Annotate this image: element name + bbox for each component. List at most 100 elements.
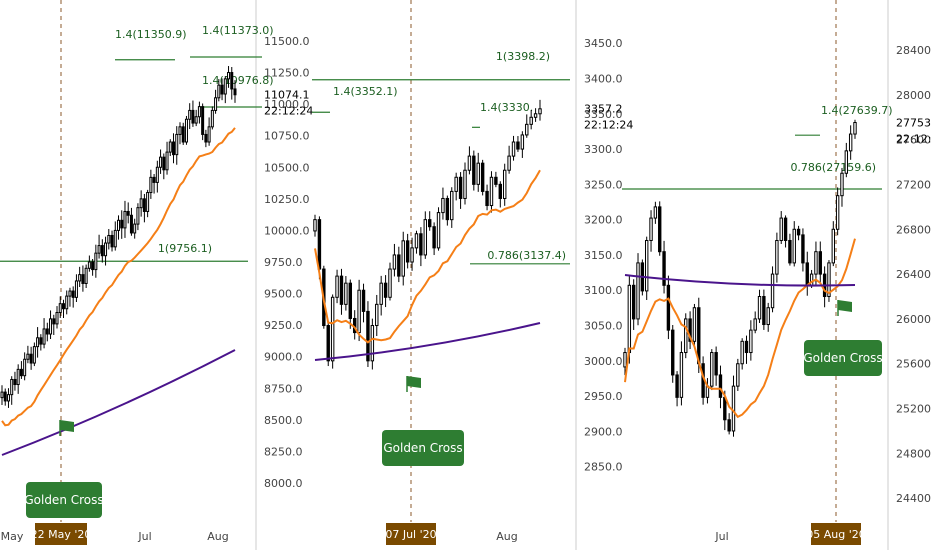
candle-body xyxy=(645,239,649,292)
candle-body xyxy=(441,197,445,214)
fib-level-label: 1.4(11373.0) xyxy=(202,24,274,37)
golden-cross-badge xyxy=(382,430,464,466)
candle-body xyxy=(392,254,397,270)
candle-body xyxy=(29,353,33,364)
candle-body xyxy=(671,329,675,376)
sma-slow-line xyxy=(314,322,541,361)
candle-body xyxy=(714,352,718,376)
candle-body xyxy=(181,126,185,143)
sma-slow-line xyxy=(624,274,856,287)
candle-body xyxy=(796,228,801,236)
countdown-label: 22:12:24 xyxy=(896,132,932,145)
candle-body xyxy=(383,282,388,298)
candle-body xyxy=(201,106,205,135)
y-tick-label: 3100.0 xyxy=(584,284,623,297)
event-date-badge xyxy=(811,523,861,545)
candle-body xyxy=(423,219,428,256)
candle-body xyxy=(529,116,533,125)
candle-body xyxy=(627,284,632,354)
candle-body xyxy=(129,214,133,234)
y-tick-label: 8250.0 xyxy=(264,445,303,458)
candle-body xyxy=(848,133,853,152)
y-tick-label: 11500.0 xyxy=(264,35,310,48)
candle-body xyxy=(16,368,20,386)
candle-body xyxy=(230,72,234,90)
candle-body xyxy=(126,210,130,216)
candle-body xyxy=(653,206,658,219)
candle-body xyxy=(197,106,201,118)
y-tick-label: 8500.0 xyxy=(264,414,303,427)
candle-body xyxy=(436,212,441,249)
y-tick-label: 28000.0 xyxy=(896,89,932,102)
candle-body xyxy=(91,261,95,271)
golden-cross-flag xyxy=(838,300,852,312)
x-tick-label: Jul xyxy=(714,530,728,543)
current-price-label: 27753.5 xyxy=(896,116,932,129)
candle-body xyxy=(71,290,75,298)
candle-body xyxy=(168,141,172,153)
y-tick-label: 10250.0 xyxy=(264,193,310,206)
candle-body xyxy=(476,162,480,185)
candle-body xyxy=(427,219,432,228)
fib-level-label: 1(9756.1) xyxy=(158,242,212,255)
candle-body xyxy=(801,234,805,264)
candle-body xyxy=(13,378,17,386)
candle-body xyxy=(388,268,392,298)
panel-left: 8000.0 8250.0 8500.0 8750.0 9000.0 9250.0 9500… xyxy=(0,0,313,550)
candle-body xyxy=(348,282,353,319)
candle-body xyxy=(853,122,857,135)
candle-body xyxy=(223,78,227,95)
candle-body xyxy=(217,84,221,99)
candle-body xyxy=(357,289,361,334)
y-tick-label: 26000.0 xyxy=(896,313,932,326)
candle-body xyxy=(525,123,529,136)
candle-body xyxy=(32,346,36,364)
candle-body xyxy=(783,217,788,241)
y-tick-label: 27200.0 xyxy=(896,178,932,191)
candle-body xyxy=(432,226,436,249)
x-tick-label: May xyxy=(1,530,24,543)
candle-body xyxy=(814,251,818,275)
candle-body xyxy=(146,192,150,212)
event-date-badge xyxy=(35,523,87,545)
fib-level-label: 1.4(27639.7) xyxy=(821,104,893,117)
y-tick-label: 9250.0 xyxy=(264,319,303,332)
candle-body xyxy=(533,113,538,118)
candle-body xyxy=(42,328,46,345)
candle-body xyxy=(6,394,10,402)
candle-body xyxy=(788,239,792,264)
candle-body xyxy=(766,307,770,326)
y-tick-label: 25200.0 xyxy=(896,403,932,416)
candle-body xyxy=(339,275,344,305)
y-tick-label: 9500.0 xyxy=(264,288,303,301)
candle-body xyxy=(458,176,463,199)
y-tick-label: 26800.0 xyxy=(896,223,932,236)
candle-body xyxy=(220,84,224,95)
candle-body xyxy=(361,289,366,312)
candle-body xyxy=(775,239,779,275)
x-tick-label: Jul xyxy=(137,530,151,543)
candle-body xyxy=(831,228,835,264)
candle-body xyxy=(74,280,78,298)
candle-body xyxy=(94,252,98,271)
fib-level-label: 1.4(10976.8) xyxy=(202,74,274,87)
countdown-label: 22:12:24 xyxy=(584,119,633,132)
y-tick-label: 10000.0 xyxy=(264,224,310,237)
candle-body xyxy=(155,166,159,183)
candle-body xyxy=(78,274,82,282)
candle-body xyxy=(3,391,7,402)
candle-body xyxy=(61,303,65,310)
candle-body xyxy=(191,109,195,124)
candle-body xyxy=(623,352,627,368)
candle-body xyxy=(313,219,317,232)
x-tick-label: Aug xyxy=(496,530,517,543)
sma-slow-line xyxy=(1,349,236,456)
fib-level-label: 1.4(3352.1) xyxy=(333,85,398,98)
fib-level-label: 1(3398.2) xyxy=(496,50,550,63)
candle-body xyxy=(419,233,423,256)
golden-cross-flag xyxy=(407,376,421,388)
y-tick-label: 11000.0 xyxy=(264,98,310,111)
candle-body xyxy=(727,419,731,432)
candle-body xyxy=(762,296,766,326)
